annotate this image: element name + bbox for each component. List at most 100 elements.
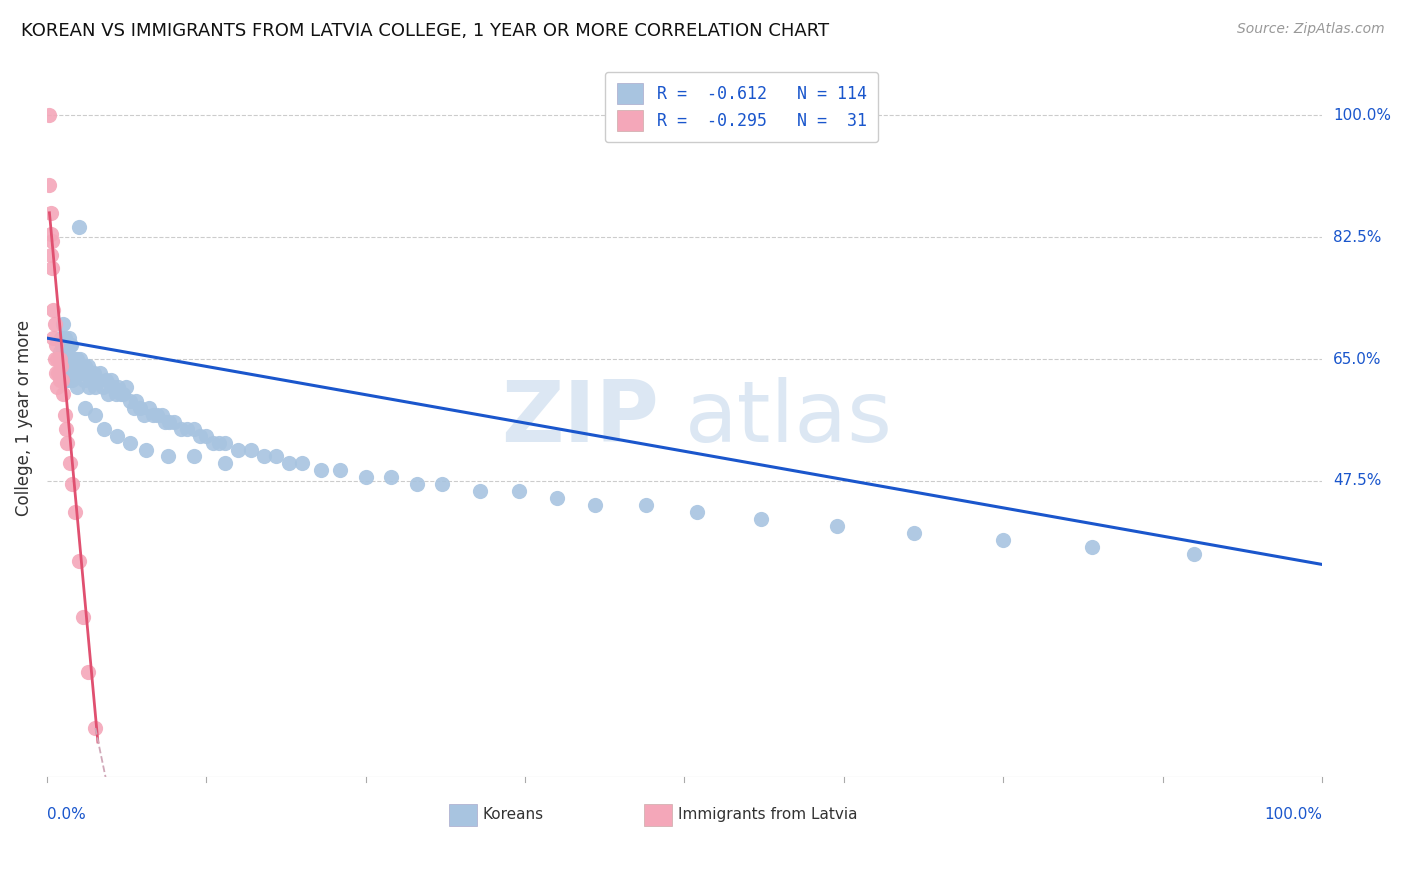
Point	[405, 477, 427, 491]
Point	[49, 359, 72, 373]
Point	[87, 373, 110, 387]
Point	[155, 415, 177, 429]
Point	[156, 450, 179, 464]
Point	[39, 227, 62, 241]
Text: Source: ZipAtlas.com: Source: ZipAtlas.com	[1237, 22, 1385, 37]
Point	[51, 351, 73, 366]
Point	[201, 435, 224, 450]
Point	[53, 366, 76, 380]
Point	[52, 386, 75, 401]
Point	[45, 338, 67, 352]
Point	[52, 345, 75, 359]
Point	[56, 345, 79, 359]
Point	[63, 351, 86, 366]
Point	[48, 366, 70, 380]
Point	[75, 401, 97, 415]
Point	[75, 359, 97, 373]
Point	[129, 401, 152, 415]
Point	[214, 457, 236, 471]
Point	[84, 721, 107, 735]
Point	[145, 408, 167, 422]
Point	[903, 526, 925, 541]
Point	[183, 422, 205, 436]
Point	[122, 401, 145, 415]
Point	[188, 428, 211, 442]
Point	[118, 435, 141, 450]
Point	[253, 450, 276, 464]
Point	[51, 338, 73, 352]
Point	[48, 351, 70, 366]
Point	[89, 366, 111, 380]
Point	[75, 366, 97, 380]
Point	[77, 380, 100, 394]
Point	[42, 303, 65, 318]
Point	[56, 366, 79, 380]
Point	[103, 380, 125, 394]
Point	[142, 408, 165, 422]
Point	[48, 351, 70, 366]
Point	[55, 373, 77, 387]
Point	[118, 393, 141, 408]
Point	[226, 442, 249, 457]
Point	[72, 609, 94, 624]
Point	[41, 261, 63, 276]
Point	[66, 351, 89, 366]
Point	[45, 366, 67, 380]
Point	[93, 422, 115, 436]
Point	[80, 366, 103, 380]
Text: KOREAN VS IMMIGRANTS FROM LATVIA COLLEGE, 1 YEAR OR MORE CORRELATION CHART: KOREAN VS IMMIGRANTS FROM LATVIA COLLEGE…	[21, 22, 830, 40]
Point	[38, 178, 60, 192]
Point	[84, 380, 107, 394]
Point	[67, 219, 90, 234]
Point	[1081, 540, 1104, 554]
Point	[112, 386, 135, 401]
Point	[42, 331, 65, 345]
Point	[546, 491, 568, 506]
Point	[73, 373, 96, 387]
Point	[214, 435, 236, 450]
Point	[66, 380, 89, 394]
Point	[150, 408, 173, 422]
Point	[58, 331, 80, 345]
Point	[91, 380, 114, 394]
Point	[239, 442, 262, 457]
Point	[208, 435, 231, 450]
Text: 100.0%: 100.0%	[1264, 807, 1322, 822]
Point	[53, 351, 76, 366]
Point	[170, 422, 193, 436]
Text: 0.0%: 0.0%	[46, 807, 86, 822]
Point	[69, 351, 91, 366]
Point	[55, 359, 77, 373]
Point	[138, 401, 160, 415]
Point	[49, 331, 72, 345]
Point	[59, 457, 82, 471]
Point	[55, 422, 77, 436]
Point	[1182, 547, 1205, 561]
Point	[60, 351, 83, 366]
Text: 82.5%: 82.5%	[1333, 229, 1381, 244]
Point	[749, 512, 772, 526]
Point	[354, 470, 377, 484]
Point	[56, 435, 79, 450]
Point	[48, 373, 70, 387]
FancyBboxPatch shape	[449, 804, 477, 825]
Point	[583, 498, 606, 512]
Point	[97, 386, 120, 401]
Point	[44, 351, 66, 366]
Point	[60, 338, 83, 352]
Text: 100.0%: 100.0%	[1333, 108, 1391, 123]
Point	[107, 380, 129, 394]
Point	[132, 408, 155, 422]
Point	[266, 450, 288, 464]
Point	[38, 108, 60, 122]
Point	[110, 386, 132, 401]
Point	[278, 457, 301, 471]
Point	[470, 484, 492, 499]
Point	[76, 665, 98, 680]
Point	[163, 415, 186, 429]
Point	[83, 366, 105, 380]
Point	[67, 554, 90, 568]
Point	[991, 533, 1014, 547]
Point	[135, 442, 157, 457]
Point	[329, 463, 352, 477]
